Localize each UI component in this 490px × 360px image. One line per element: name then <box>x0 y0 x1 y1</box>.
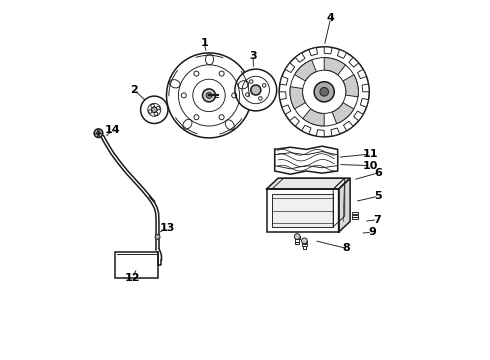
Text: 4: 4 <box>327 13 335 23</box>
Circle shape <box>251 85 261 95</box>
Polygon shape <box>354 111 363 121</box>
Circle shape <box>94 129 103 138</box>
Circle shape <box>167 53 251 138</box>
Polygon shape <box>324 47 332 54</box>
Text: 14: 14 <box>105 125 121 135</box>
Text: 7: 7 <box>373 215 381 225</box>
Polygon shape <box>349 57 359 67</box>
Circle shape <box>97 131 100 135</box>
Polygon shape <box>331 128 340 136</box>
Circle shape <box>206 93 212 98</box>
Polygon shape <box>317 130 324 137</box>
Bar <box>272 194 333 227</box>
Bar <box>295 242 299 244</box>
Bar <box>352 212 358 214</box>
Text: 12: 12 <box>125 273 141 283</box>
Circle shape <box>151 107 157 113</box>
Circle shape <box>141 96 168 123</box>
Polygon shape <box>279 92 286 100</box>
Bar <box>295 239 299 242</box>
Circle shape <box>155 234 160 239</box>
Circle shape <box>290 58 358 126</box>
Text: 8: 8 <box>343 243 350 253</box>
Text: 6: 6 <box>374 168 382 178</box>
Polygon shape <box>338 50 347 58</box>
Polygon shape <box>362 84 369 92</box>
Polygon shape <box>280 76 288 85</box>
Text: 5: 5 <box>374 191 382 201</box>
Polygon shape <box>339 178 350 232</box>
Polygon shape <box>290 87 305 109</box>
Circle shape <box>303 70 346 113</box>
Circle shape <box>235 69 277 111</box>
Text: 3: 3 <box>249 51 257 61</box>
Polygon shape <box>361 99 368 107</box>
Text: 2: 2 <box>130 85 138 95</box>
Text: 9: 9 <box>368 227 376 237</box>
Bar <box>294 237 300 239</box>
Polygon shape <box>303 109 324 126</box>
Bar <box>352 215 358 217</box>
Polygon shape <box>295 53 305 62</box>
Circle shape <box>320 87 328 96</box>
Polygon shape <box>343 121 353 131</box>
Polygon shape <box>309 48 318 55</box>
Bar <box>352 217 358 219</box>
Circle shape <box>294 234 300 239</box>
Circle shape <box>314 82 334 102</box>
Polygon shape <box>358 69 367 78</box>
Polygon shape <box>267 178 350 189</box>
Polygon shape <box>285 63 294 73</box>
Circle shape <box>279 47 369 137</box>
Polygon shape <box>343 75 358 97</box>
Text: 1: 1 <box>200 38 208 48</box>
Text: 10: 10 <box>363 161 378 171</box>
Polygon shape <box>332 103 354 123</box>
Bar <box>303 247 306 249</box>
Circle shape <box>148 103 161 116</box>
Circle shape <box>301 238 307 244</box>
Bar <box>302 241 307 243</box>
Text: 13: 13 <box>160 222 175 233</box>
Polygon shape <box>302 125 311 134</box>
Text: 11: 11 <box>363 149 378 159</box>
Circle shape <box>202 89 216 102</box>
Polygon shape <box>294 60 317 81</box>
Bar <box>116 252 158 278</box>
Polygon shape <box>282 105 291 114</box>
Bar <box>267 189 339 232</box>
Polygon shape <box>290 117 299 126</box>
Polygon shape <box>324 58 345 75</box>
Bar <box>302 244 307 246</box>
